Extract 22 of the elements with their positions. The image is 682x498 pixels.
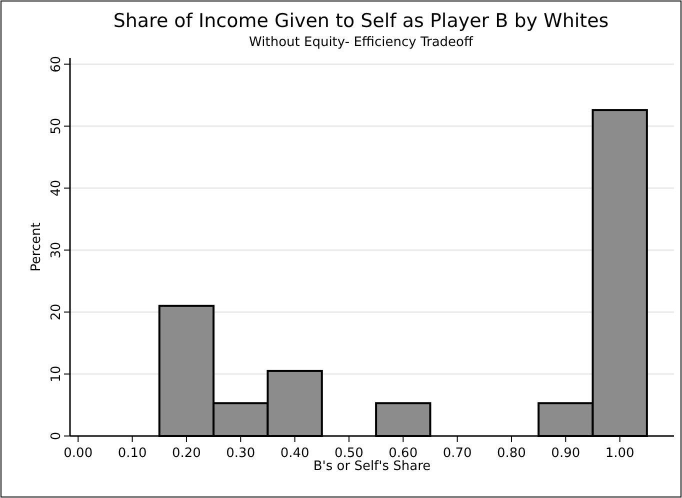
- x-tick-label: 0.70: [442, 446, 472, 461]
- x-tick-label: 0.20: [172, 446, 201, 461]
- x-tick-label: 0.00: [64, 446, 93, 461]
- x-tick-label: 0.10: [118, 446, 147, 461]
- x-tick-label: 0.50: [334, 446, 364, 461]
- x-tick-label: 0.90: [551, 446, 580, 461]
- x-tick-label: 1.00: [605, 446, 634, 461]
- x-axis-title: B's or Self's Share: [313, 459, 431, 474]
- x-tick-label: 0.40: [280, 446, 310, 461]
- x-tick-label: 0.30: [226, 446, 256, 461]
- y-axis-title: Percent: [29, 222, 44, 272]
- y-tick-label: 0: [49, 432, 64, 440]
- y-tick-label: 30: [49, 242, 64, 258]
- y-tick-label: 10: [49, 366, 64, 382]
- x-tick-label: 0.60: [388, 446, 418, 461]
- y-tick-label: 20: [49, 304, 64, 320]
- x-tick-label: 0.80: [497, 446, 526, 461]
- y-tick-label: 40: [49, 180, 64, 196]
- y-tick-label: 50: [49, 118, 64, 134]
- chart-title: Share of Income Given to Self as Player B by Whites: [113, 10, 609, 32]
- chart-subtitle: Without Equity- Efficiency Tradeoff: [249, 35, 474, 50]
- y-tick-label: 60: [49, 56, 64, 72]
